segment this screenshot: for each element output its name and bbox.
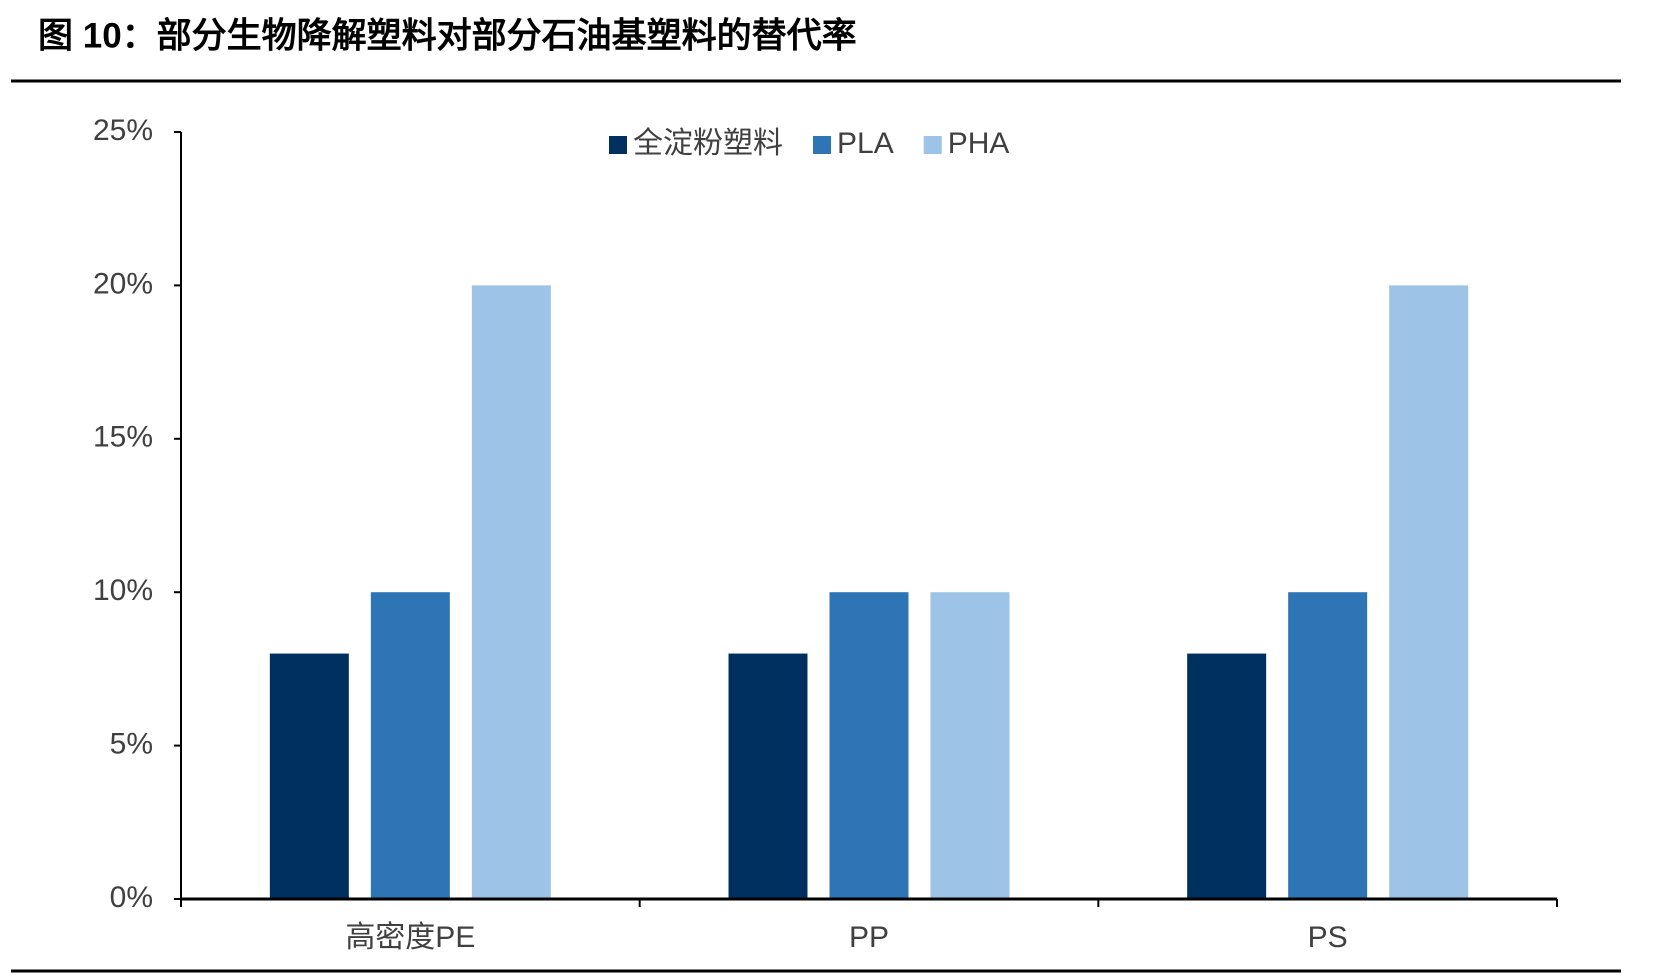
bar xyxy=(1187,653,1267,899)
y-tick-label: 5% xyxy=(110,728,153,761)
y-tick-label: 0% xyxy=(110,881,153,914)
legend-label: 全淀粉塑料 xyxy=(633,127,783,160)
bar xyxy=(269,653,349,899)
bar xyxy=(1389,285,1469,899)
y-tick-label: 15% xyxy=(93,421,153,454)
y-tick-label: 20% xyxy=(93,267,153,300)
legend-swatch xyxy=(813,136,831,154)
y-tick-label: 10% xyxy=(93,574,153,607)
bar xyxy=(829,592,909,899)
x-tick-label: PP xyxy=(849,921,889,954)
legend-swatch xyxy=(609,136,627,154)
bar xyxy=(1288,592,1368,899)
bar xyxy=(370,592,450,899)
x-tick-label: 高密度PE xyxy=(345,921,475,954)
legend-swatch xyxy=(923,136,942,154)
bar xyxy=(471,285,551,899)
bar xyxy=(930,592,1010,899)
legend-label: PLA xyxy=(837,127,894,160)
chart-title: 图 10：部分生物降解塑料对部分石油基塑料的替代率 xyxy=(38,16,857,55)
x-tick-label: PS xyxy=(1308,921,1348,954)
bar xyxy=(728,653,808,899)
legend-label: PHA xyxy=(948,127,1010,160)
y-tick-label: 25% xyxy=(93,114,153,147)
